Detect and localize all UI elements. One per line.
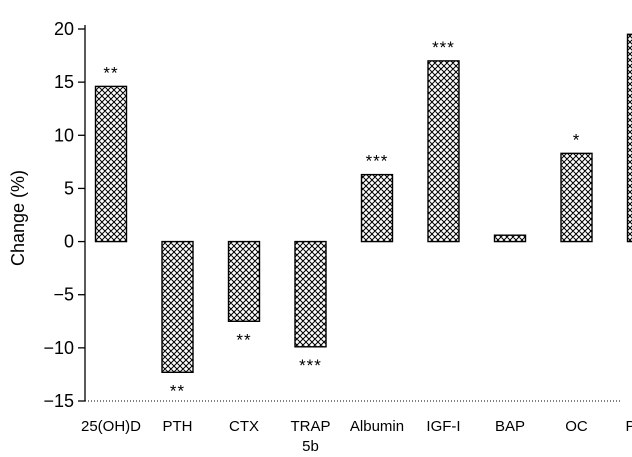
significance-label: **: [103, 63, 118, 82]
category-label: BAP: [495, 418, 525, 435]
bar: [161, 240, 194, 374]
bar: [427, 60, 460, 243]
y-axis: −15 −10 −5 0 5 10 15 20: [43, 19, 620, 411]
bars: [94, 33, 632, 374]
y-axis-label: Change (%): [8, 170, 28, 266]
category-sublabel: 5b: [302, 438, 319, 455]
bar: [626, 33, 632, 243]
category-label: Albumin: [350, 418, 404, 435]
bar: [360, 173, 394, 243]
y-tick-label: 15: [54, 72, 74, 92]
y-tick-label: −10: [43, 338, 74, 358]
y-tick-label: 5: [64, 178, 74, 198]
bar: [294, 240, 327, 348]
bar: [94, 85, 128, 243]
category-label: IGF-I: [426, 418, 460, 435]
bar: [493, 234, 527, 243]
bar: [560, 152, 593, 243]
category-label: 25(OH)D: [81, 418, 141, 435]
category-label: PINP: [625, 418, 632, 435]
significance-label: ***: [432, 38, 455, 57]
significance-label: ***: [299, 356, 322, 375]
significance-label: **: [170, 381, 185, 400]
bar: [227, 240, 261, 322]
significance-label: ***: [366, 152, 389, 171]
significance-label: **: [236, 330, 251, 349]
category-label: PTH: [163, 418, 193, 435]
annotations: **25(OH)D**PTH**CTX***TRAP5b***Albumin**…: [81, 11, 632, 455]
y-tick-label: 10: [54, 125, 74, 145]
y-tick-label: −5: [53, 285, 74, 305]
y-tick-label: 0: [64, 232, 74, 252]
category-label: CTX: [229, 418, 259, 435]
category-label: TRAP: [290, 418, 330, 435]
y-tick-label: 20: [54, 19, 74, 39]
y-tick-label: −15: [43, 391, 74, 411]
category-label: OC: [565, 418, 588, 435]
significance-label: *: [573, 130, 581, 149]
